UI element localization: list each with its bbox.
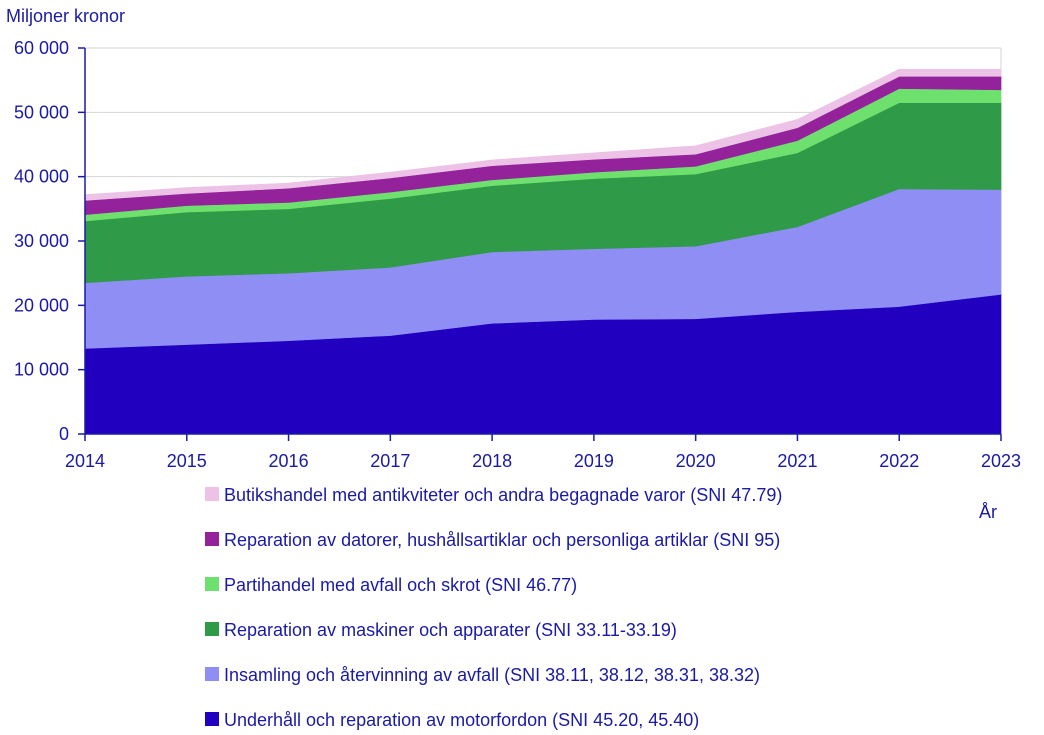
- area-series-6: [84, 68, 1002, 201]
- legend-label: Underhåll och reparation av motorfordon …: [224, 710, 699, 730]
- y-tick-label: 40 000: [14, 167, 69, 187]
- x-tick-label: 2019: [574, 451, 614, 471]
- x-tick-label: 2021: [777, 451, 817, 471]
- y-tick-label: 30 000: [14, 231, 69, 251]
- legend-item: Butikshandel med antikviteter och andra …: [205, 485, 782, 505]
- x-axis-label: År: [979, 502, 997, 522]
- y-axis-ticks: 0 10 000 20 000 30 000 40 000 50 000 60 000: [14, 38, 85, 444]
- legend-swatch: [205, 577, 219, 591]
- y-tick-label: 50 000: [14, 102, 69, 122]
- legend-item: Insamling och återvinning av avfall (SNI…: [205, 665, 760, 685]
- legend-swatch: [205, 487, 219, 501]
- legend-item: Underhåll och reparation av motorfordon …: [205, 710, 699, 730]
- legend-label: Butikshandel med antikviteter och andra …: [224, 485, 782, 505]
- y-tick-label: 60 000: [14, 38, 69, 58]
- y-axis-label: Miljoner kronor: [6, 6, 125, 26]
- x-tick-label: 2018: [472, 451, 512, 471]
- legend-swatch: [205, 622, 219, 636]
- y-tick-label: 20 000: [14, 295, 69, 315]
- legend-label: Insamling och återvinning av avfall (SNI…: [224, 665, 760, 685]
- legend-swatch: [205, 667, 219, 681]
- x-tick-label: 2016: [269, 451, 309, 471]
- y-tick-label: 0: [59, 424, 69, 444]
- x-tick-label: 2020: [676, 451, 716, 471]
- x-tick-label: 2014: [65, 451, 105, 471]
- legend-label: Reparation av datorer, hushållsartiklar …: [224, 530, 780, 550]
- y-tick-label: 10 000: [14, 360, 69, 380]
- x-tick-label: 2017: [370, 451, 410, 471]
- x-tick-label: 2023: [981, 451, 1021, 471]
- x-tick-label: 2022: [879, 451, 919, 471]
- legend-item: Partihandel med avfall och skrot (SNI 46…: [205, 575, 577, 595]
- legend-label: Reparation av maskiner och apparater (SN…: [224, 620, 677, 640]
- legend: Butikshandel med antikviteter och andra …: [205, 485, 782, 730]
- legend-label: Partihandel med avfall och skrot (SNI 46…: [224, 575, 577, 595]
- x-axis-ticks: 2014 2015 2016 2017 2018 2019 2020 2021 2022 2023: [65, 434, 1021, 471]
- legend-swatch: [205, 532, 219, 546]
- legend-item: Reparation av maskiner och apparater (SN…: [205, 620, 677, 640]
- legend-item: Reparation av datorer, hushållsartiklar …: [205, 530, 780, 550]
- series-areas: [84, 68, 1002, 435]
- x-tick-label: 2015: [167, 451, 207, 471]
- legend-swatch: [205, 712, 219, 726]
